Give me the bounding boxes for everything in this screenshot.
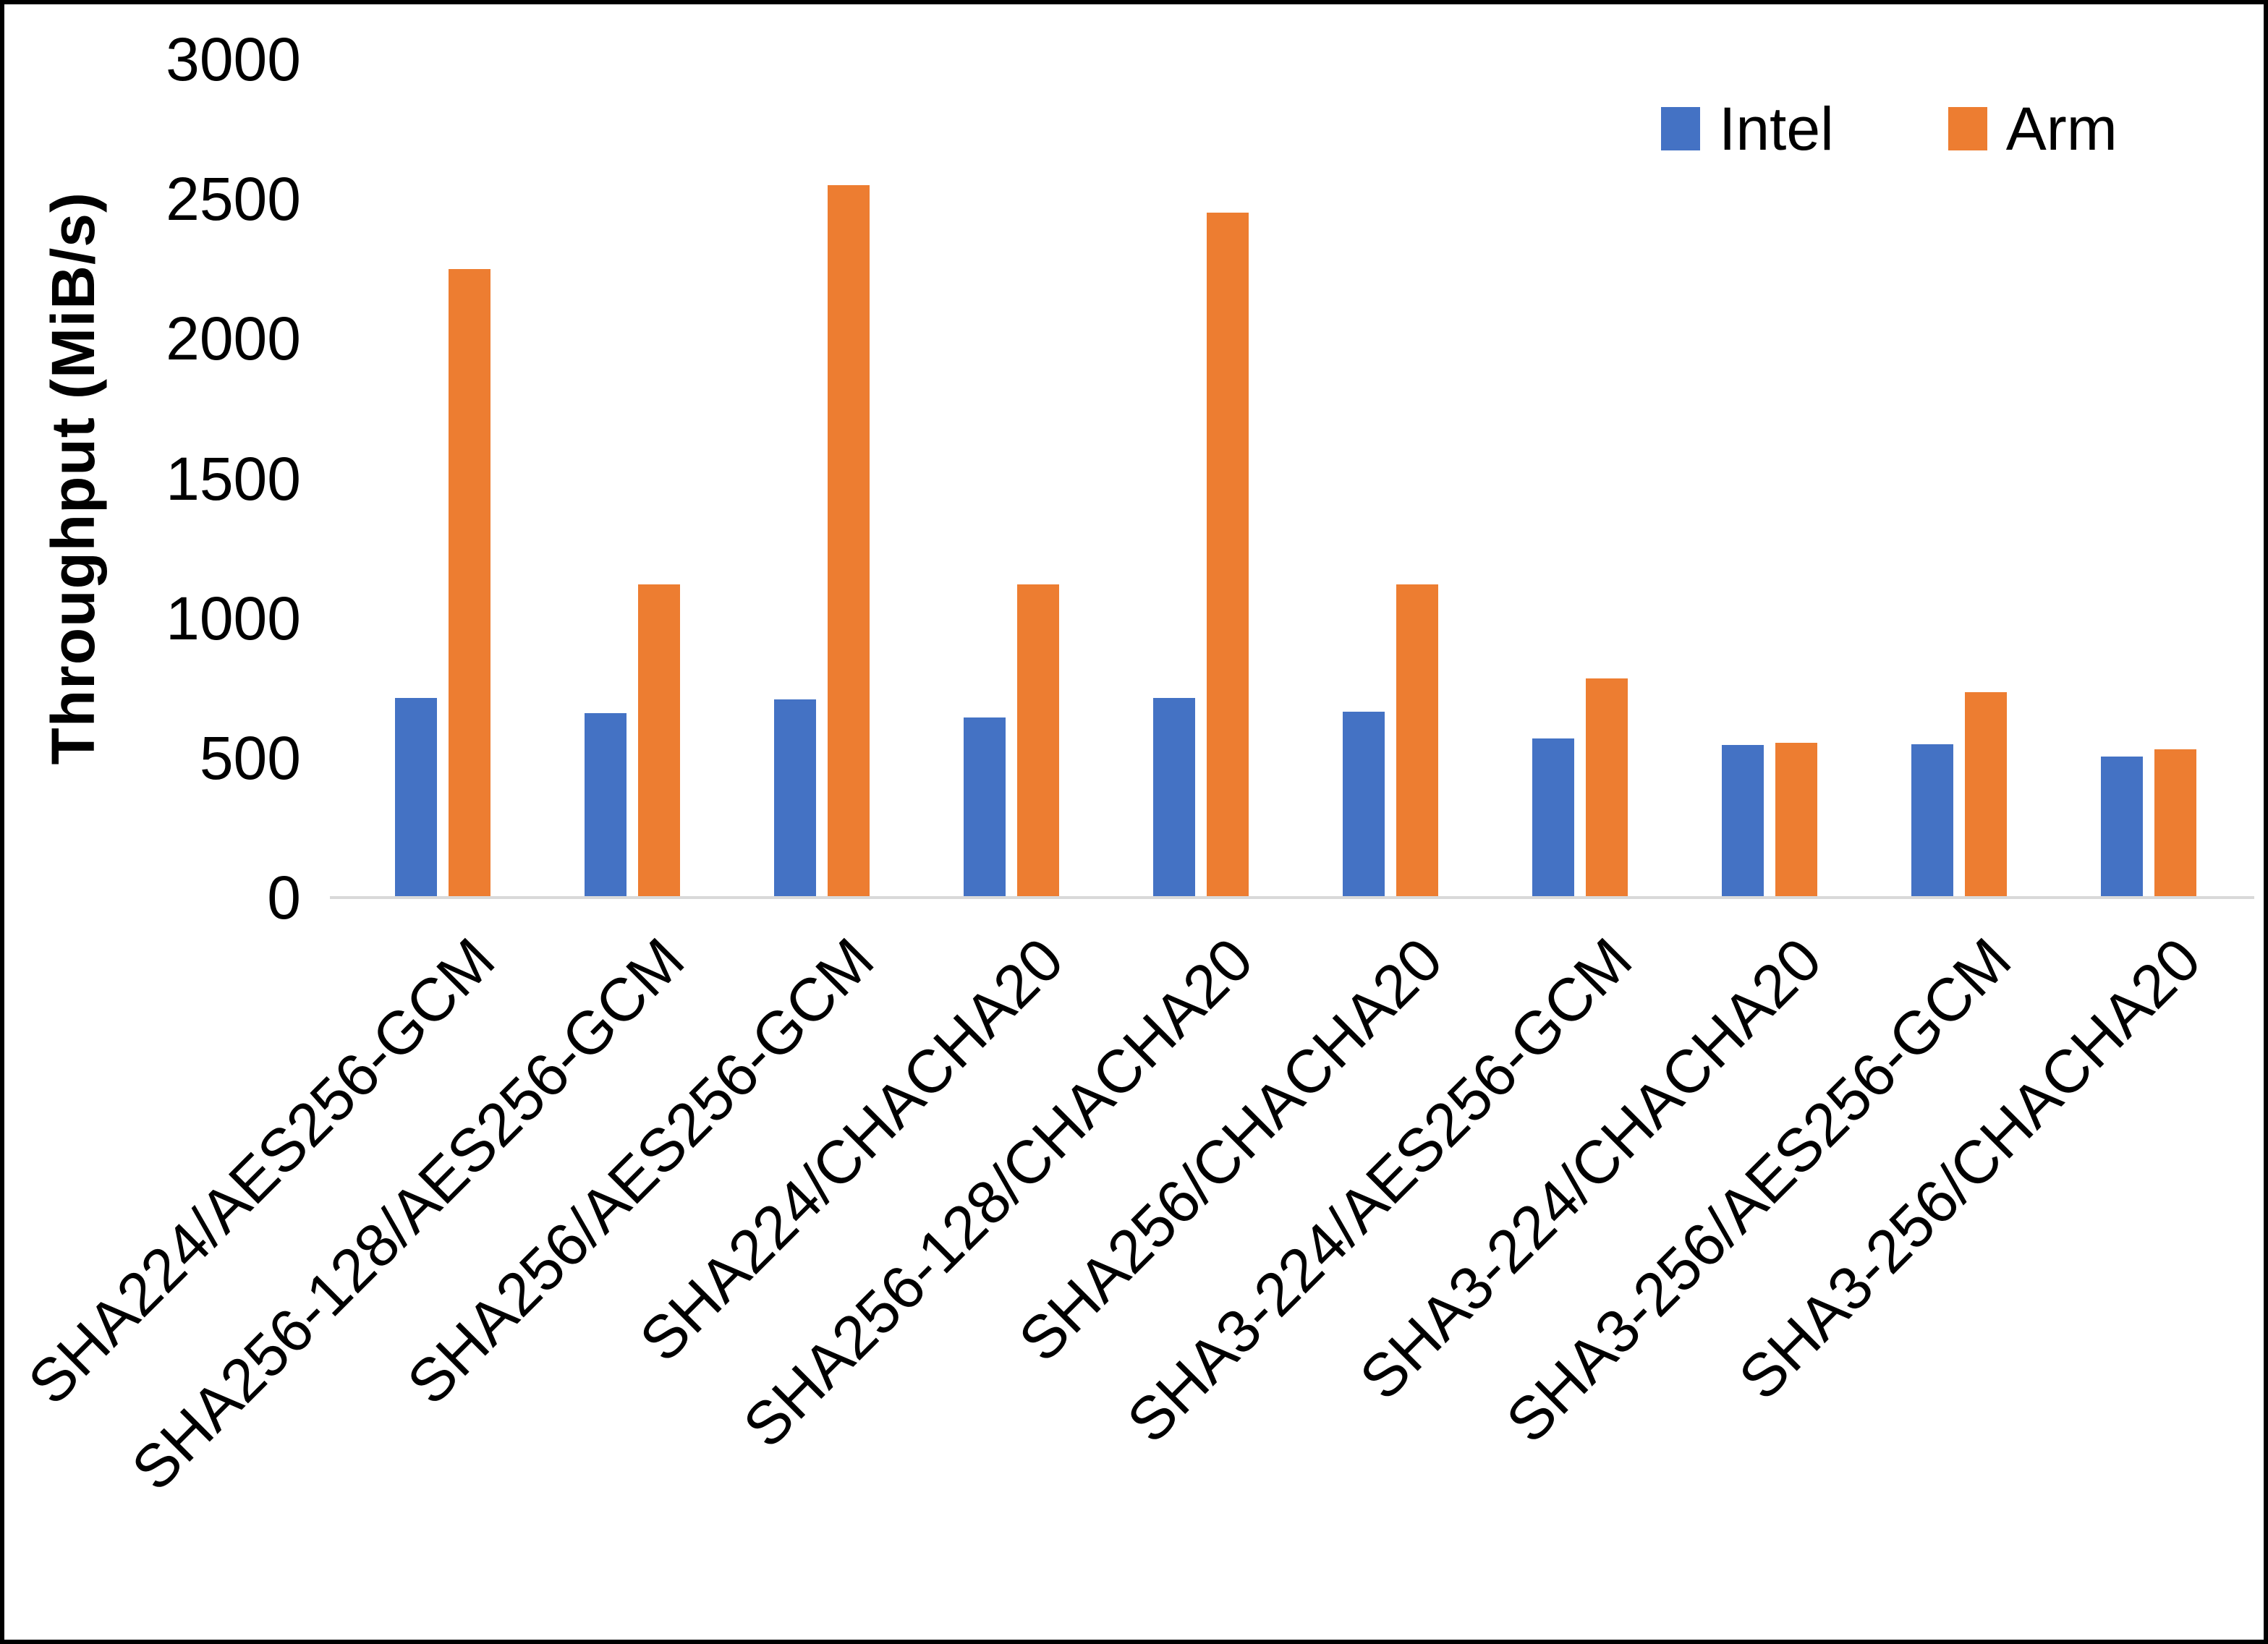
y-axis-title-text: Throughput (MiB/s)	[38, 192, 107, 765]
bar-intel-sha256-128-aes256-gcm	[585, 713, 627, 898]
bar-arm-sha256-128-chacha20	[1207, 213, 1249, 898]
bar-arm-sha224-aes256-gcm	[449, 268, 490, 898]
y-tick-label-1500: 1500	[166, 444, 301, 513]
bar-arm-sha3-224-aes256-gcm	[1586, 678, 1628, 898]
bar-arm-sha256-aes256-gcm	[828, 184, 870, 898]
legend: Intel Arm	[1661, 98, 2118, 159]
bar-intel-sha256-128-chacha20	[1153, 697, 1195, 898]
y-tick-label-0: 0	[267, 864, 301, 932]
legend-label-arm: Arm	[2005, 95, 2118, 163]
bar-intel-sha256-chacha20	[1343, 712, 1385, 898]
legend-swatch-arm	[1948, 107, 1987, 150]
legend-item-intel: Intel	[1661, 98, 1834, 159]
plot-area	[334, 59, 2229, 898]
bar-intel-sha3-256-aes256-gcm	[1911, 744, 1953, 898]
y-tick-label-2500: 2500	[166, 165, 301, 234]
y-tick-label-1000: 1000	[166, 584, 301, 652]
legend-item-arm: Arm	[1948, 98, 2118, 159]
bar-intel-sha3-224-aes256-gcm	[1532, 738, 1574, 898]
bar-intel-sha3-224-chacha20	[1722, 745, 1764, 898]
bar-arm-sha3-256-chacha20	[2154, 749, 2196, 898]
bar-arm-sha256-128-aes256-gcm	[638, 584, 680, 898]
bar-intel-sha3-256-chacha20	[2101, 756, 2143, 898]
bar-arm-sha224-chacha20	[1017, 584, 1059, 898]
y-tick-label-3000: 3000	[166, 25, 301, 93]
bar-arm-sha3-224-chacha20	[1775, 742, 1817, 898]
bar-intel-sha224-aes256-gcm	[395, 697, 437, 898]
legend-label-intel: Intel	[1719, 95, 1834, 163]
bar-arm-sha3-256-aes256-gcm	[1965, 692, 2007, 898]
x-axis-line	[330, 896, 2254, 899]
bar-arm-sha256-chacha20	[1396, 584, 1438, 898]
bar-intel-sha224-chacha20	[964, 717, 1006, 898]
legend-swatch-intel	[1661, 107, 1700, 150]
y-tick-label-2000: 2000	[166, 304, 301, 373]
y-tick-label-500: 500	[199, 723, 301, 792]
bar-intel-sha256-aes256-gcm	[774, 699, 816, 898]
